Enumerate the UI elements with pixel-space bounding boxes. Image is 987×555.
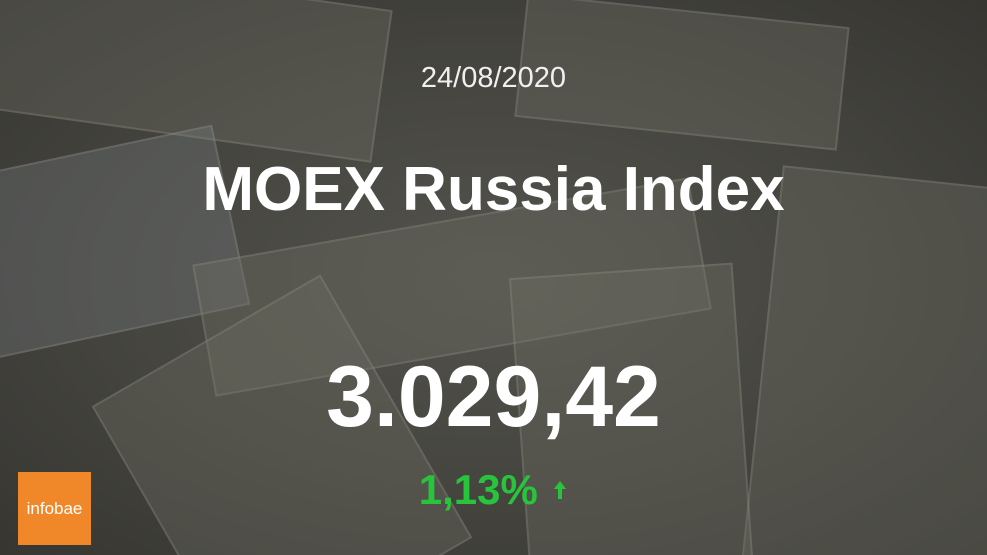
- title: MOEX Russia Index: [202, 155, 785, 224]
- percent-change: 1,13%: [418, 466, 538, 513]
- index-value: 3.029,42: [326, 349, 661, 445]
- up-arrow-shape: [554, 481, 567, 499]
- date: 24/08/2020: [420, 62, 567, 94]
- logo-text: infobae: [26, 498, 83, 518]
- up-arrow: [554, 481, 567, 499]
- change-row: 1,13%: [0, 466, 987, 514]
- logo[interactable]: infobae: [18, 472, 91, 545]
